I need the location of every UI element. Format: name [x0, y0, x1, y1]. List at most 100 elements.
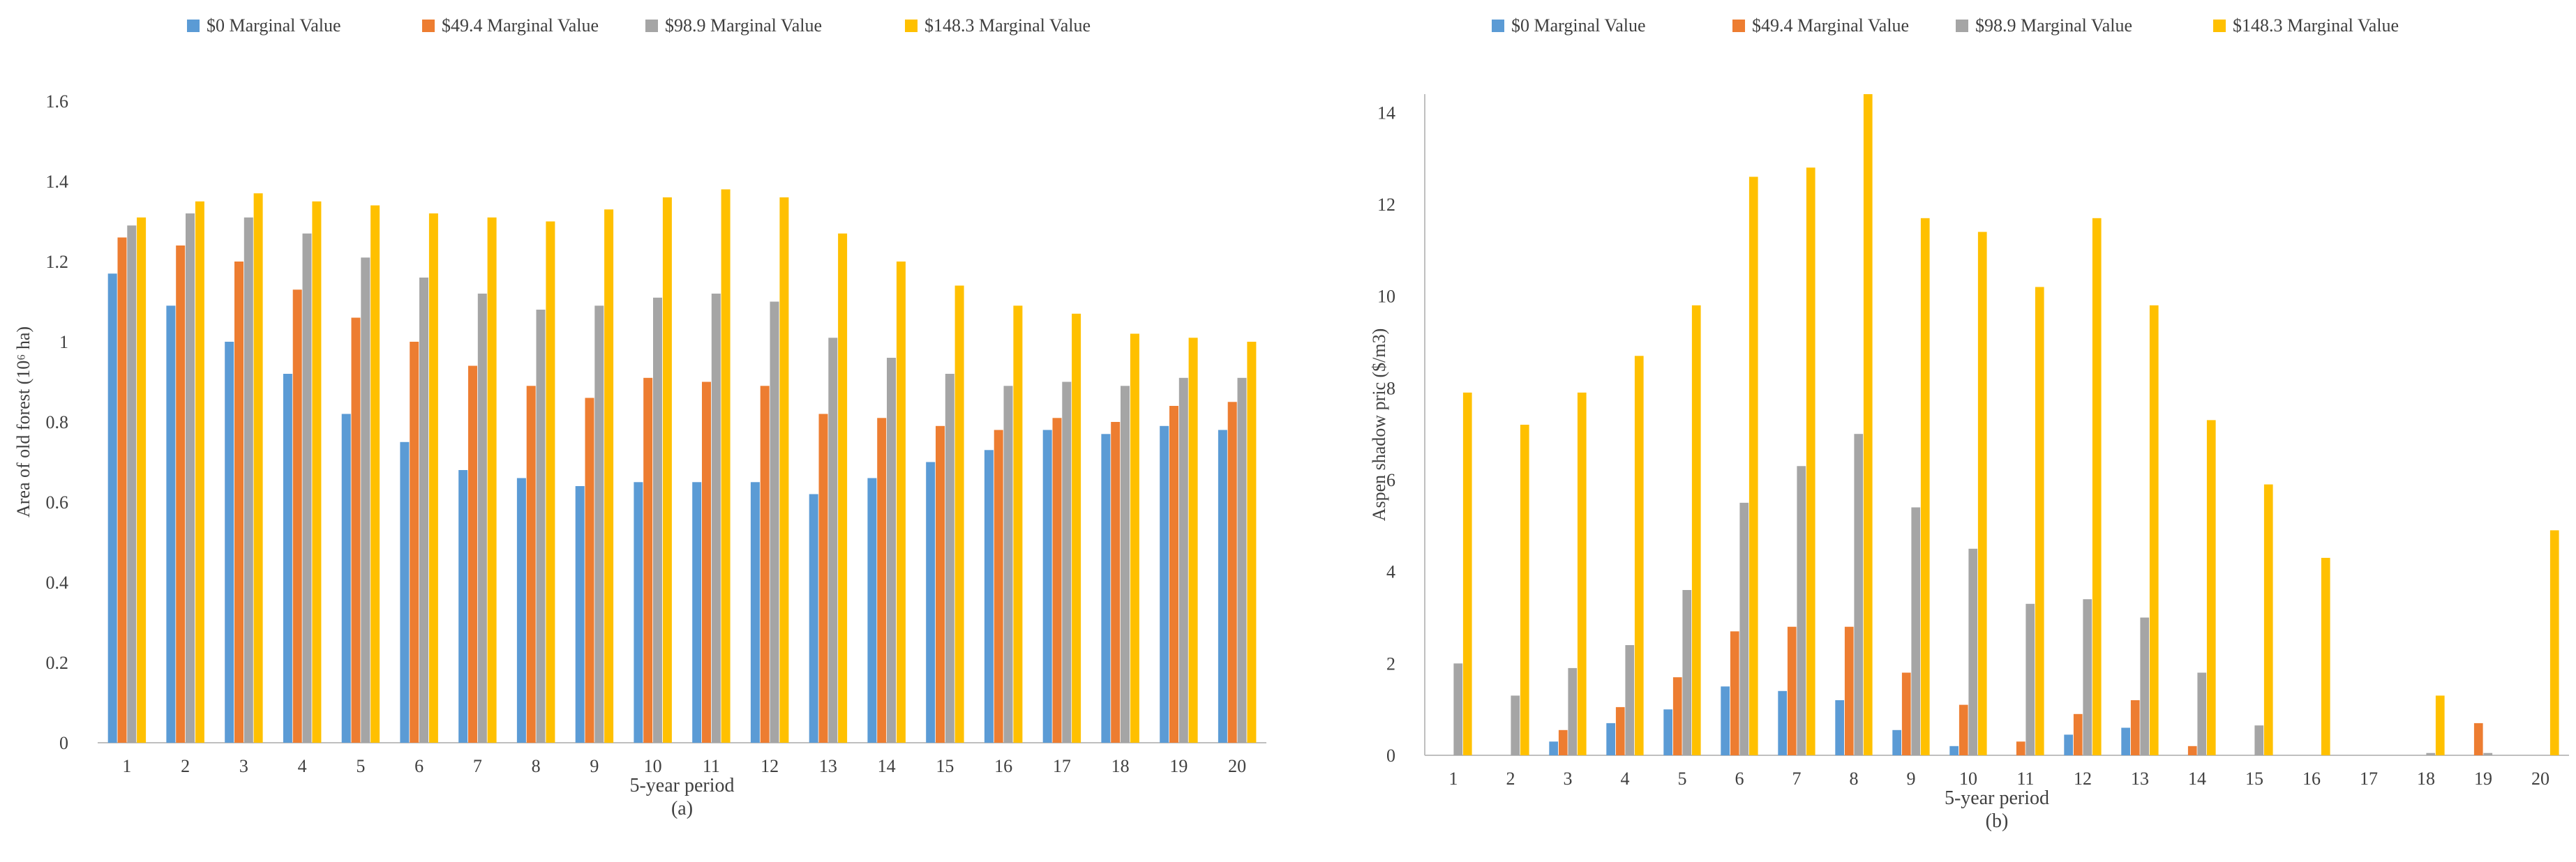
bar-b-s2-c3 [1568, 667, 1578, 755]
bar-a-s1-c18 [1111, 422, 1121, 743]
bar-a-s3-c1 [137, 217, 147, 743]
x-tick-label: 14 [2188, 769, 2206, 789]
x-tick-label: 11 [2016, 769, 2034, 789]
bar-b-s2-c14 [2197, 672, 2207, 755]
x-tick-label: 14 [878, 756, 896, 776]
bar-b-s0-c10 [1949, 746, 1959, 755]
bar-a-s2-c14 [887, 358, 896, 743]
x-tick-label: 3 [1564, 769, 1573, 789]
legend-swatch [2213, 20, 2226, 32]
bar-b-s3-c7 [1806, 167, 1815, 756]
bar-a-s0-c6 [400, 441, 410, 743]
bar-b-s3-c8 [1863, 94, 1873, 755]
bar-a-s2-c19 [1178, 377, 1188, 743]
legend-label: $98.9 Marginal Value [1975, 15, 2132, 36]
bar-a-s0-c4 [283, 374, 292, 743]
bar-b-s1-c8 [1844, 626, 1854, 755]
bar-a-s2-c20 [1237, 377, 1247, 743]
bar-a-s0-c17 [1042, 430, 1052, 743]
bar-a-s1-c13 [818, 414, 828, 743]
x-tick-label: 10 [644, 756, 662, 776]
bar-b-s1-c5 [1672, 677, 1682, 755]
y-tick-label: 0.2 [46, 653, 69, 673]
bar-b-s1-c7 [1787, 626, 1797, 755]
bar-b-s3-c10 [1977, 232, 1987, 755]
y-tick-label: 4 [1386, 562, 1395, 582]
bar-a-s2-c13 [828, 338, 838, 743]
y-tick-label: 1 [59, 332, 68, 352]
x-tick-label: 6 [1735, 769, 1744, 789]
x-tick-label: 15 [2245, 769, 2263, 789]
bar-b-s0-c5 [1663, 709, 1672, 755]
y-tick-label: 0 [59, 733, 68, 753]
bar-a-s3-c11 [721, 189, 731, 743]
y-tick-label: 2 [1386, 653, 1395, 674]
legend-swatch [1492, 20, 1504, 32]
y-tick-label: 0 [1386, 746, 1395, 766]
bar-b-s1-c9 [1901, 672, 1911, 755]
bar-b-s1-c4 [1615, 706, 1625, 755]
x-tick-label: 19 [2474, 769, 2492, 789]
bar-a-s1-c20 [1227, 402, 1237, 743]
bar-a-s0-c7 [458, 470, 468, 743]
bar-b-s0-c12 [2064, 734, 2073, 755]
bar-b-s1-c13 [2130, 700, 2140, 755]
legend-label: $0 Marginal Value [1511, 15, 1646, 36]
bar-b-s3-c5 [1691, 305, 1701, 755]
bar-a-s1-c17 [1052, 418, 1062, 743]
bar-b-s0-c4 [1606, 723, 1615, 755]
y-tick-label: 8 [1386, 378, 1395, 398]
bar-a-s2-c18 [1121, 386, 1130, 743]
bar-a-s1-c19 [1169, 406, 1178, 743]
x-tick-label: 11 [703, 756, 720, 776]
legend-swatch [905, 20, 918, 32]
bar-b-s3-c1 [1462, 392, 1472, 755]
bar-b-s2-c13 [2140, 617, 2150, 755]
bar-b-s1-c19 [2473, 723, 2483, 755]
x-tick-label: 19 [1169, 756, 1188, 776]
y-tick-label: 0.8 [46, 412, 69, 432]
bar-a-s2-c15 [945, 374, 954, 743]
bar-b-s2-c19 [2483, 753, 2493, 755]
legend-label: $49.4 Marginal Value [1752, 15, 1909, 36]
y-tick-label: 0.6 [46, 492, 69, 513]
bar-a-s3-c3 [253, 193, 263, 743]
bar-b-s1-c3 [1558, 729, 1568, 755]
bar-b-s3-c15 [2263, 484, 2273, 755]
bar-b-s2-c5 [1682, 590, 1692, 755]
bar-a-s0-c9 [575, 486, 585, 743]
bar-a-s1-c10 [643, 377, 653, 743]
x-tick-label: 16 [994, 756, 1012, 776]
bar-b-s2-c4 [1625, 645, 1635, 755]
x-tick-label: 16 [2302, 769, 2321, 789]
bar-a-s2-c11 [711, 294, 721, 743]
legend-label: $148.3 Marginal Value [2233, 15, 2399, 36]
bar-a-s0-c18 [1101, 434, 1111, 743]
bar-b-s2-c18 [2426, 753, 2436, 755]
x-tick-label: 17 [1053, 756, 1071, 776]
bar-b-s2-c1 [1453, 663, 1463, 755]
bar-a-s0-c2 [166, 305, 176, 743]
legend-swatch [422, 20, 435, 32]
bar-b-s3-c18 [2435, 695, 2445, 755]
bar-b-s0-c7 [1778, 690, 1787, 755]
bar-b-s0-c13 [2121, 727, 2130, 755]
bar-a-s0-c1 [107, 273, 117, 743]
legend-swatch [1956, 20, 1968, 32]
bar-a-s3-c6 [428, 213, 438, 743]
bar-a-s0-c10 [634, 482, 643, 743]
bar-b-s2-c7 [1797, 466, 1806, 756]
bar-a-s2-c17 [1062, 381, 1072, 743]
legend-label: $148.3 Marginal Value [924, 15, 1091, 36]
bar-a-s3-c16 [1013, 305, 1023, 743]
bar-a-s3-c10 [662, 197, 672, 743]
bar-a-s0-c3 [225, 342, 234, 743]
x-tick-label: 8 [1850, 769, 1859, 789]
bar-a-s1-c15 [936, 425, 945, 743]
bar-b-s3-c12 [2092, 218, 2102, 755]
bar-a-s0-c19 [1160, 425, 1169, 743]
x-tick-label: 13 [2131, 769, 2149, 789]
bar-a-s1-c1 [117, 237, 127, 743]
bar-b-s2-c8 [1854, 434, 1864, 755]
y-tick-label: 1.4 [46, 172, 69, 192]
